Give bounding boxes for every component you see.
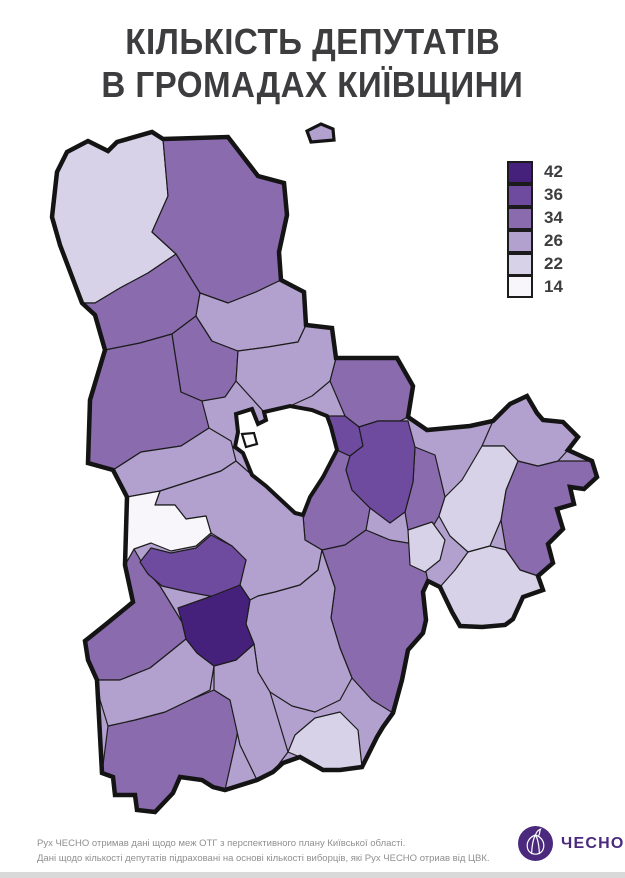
legend-value: 36 — [544, 185, 563, 204]
region-south-mid — [245, 549, 353, 713]
region-sw-band — [96, 638, 215, 727]
region-east-wedge — [407, 521, 446, 573]
legend-row: 42 — [507, 160, 563, 184]
legend-value: 26 — [544, 231, 563, 250]
title-line-1: КІЛЬКІСТЬ ДЕПУТАТІВ — [125, 21, 500, 62]
legend-value: 14 — [544, 277, 563, 296]
logo-text: ЧЕСНО — [561, 834, 625, 852]
region-pereiaslav — [438, 445, 519, 553]
region-vyshhorod — [235, 324, 337, 413]
source-note-line-2: Дані щодо кількості депутатів підрахован… — [37, 853, 490, 865]
legend-row: 14 — [507, 275, 563, 298]
region-boryspil — [345, 420, 416, 524]
title-line-2: В ГРОМАДАХ КИЇВЩИНИ — [101, 64, 524, 106]
oblast-outline — [49, 129, 600, 815]
page-title: КІЛЬКІСТЬ ДЕПУТАТІВ В ГРОМАДАХ КИЇВЩИНИ — [0, 20, 625, 106]
legend-swatch-14 — [507, 275, 533, 298]
legend-value: 22 — [544, 254, 563, 273]
garlic-icon — [518, 826, 553, 861]
region-west-white — [124, 490, 212, 566]
region-fastiv — [139, 534, 247, 598]
legend-value: 42 — [544, 162, 563, 181]
exclave-slavutych — [305, 122, 336, 144]
kyiv-city-hole — [232, 403, 340, 518]
region-east-main — [500, 460, 597, 577]
legend-swatch-26 — [507, 230, 533, 253]
legend-swatch-34 — [507, 207, 533, 230]
chesno-logo: ЧЕСНО — [517, 825, 624, 862]
legend-row: 22 — [507, 252, 563, 276]
legend-row: 34 — [507, 206, 563, 230]
legend-swatch-36 — [507, 184, 533, 207]
page-bottom-edge — [0, 872, 625, 878]
map-legend: 42 36 34 26 22 14 — [507, 160, 563, 298]
source-note-line-1: Рух ЧЕСНО отримав дані щодо меж ОТГ з пе… — [37, 838, 406, 849]
legend-row: 26 — [507, 229, 563, 253]
source-note: Рух ЧЕСНО отримав дані щодо меж ОТГ з пе… — [37, 836, 507, 866]
enclave-dot — [240, 431, 259, 449]
legend-row: 36 — [507, 183, 563, 207]
legend-value: 34 — [544, 208, 563, 227]
region-darkest-42 — [177, 584, 255, 667]
legend-swatch-22 — [507, 253, 533, 276]
legend-swatch-42 — [507, 161, 533, 184]
